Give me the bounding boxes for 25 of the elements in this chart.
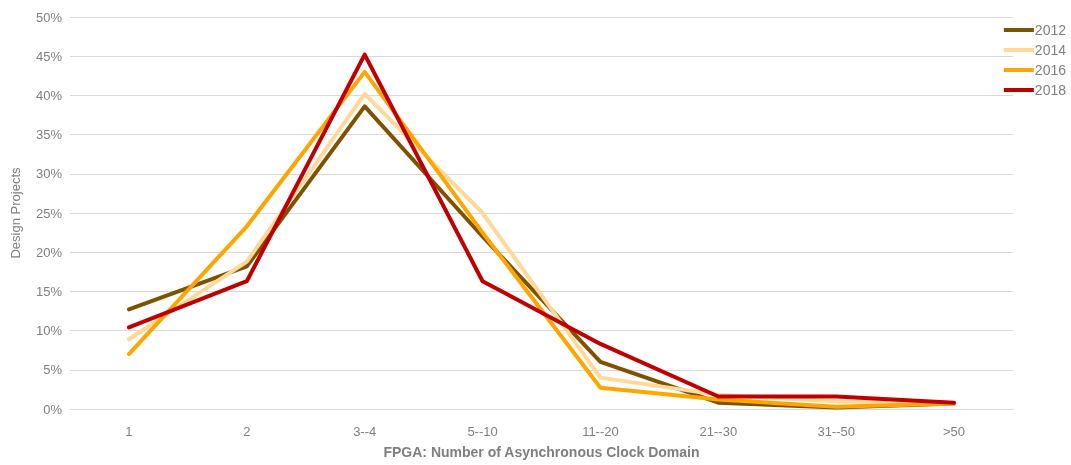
y-tick-label: 45%: [35, 48, 63, 64]
y-tick-label: 40%: [35, 87, 63, 103]
y-tick-label: 20%: [35, 244, 63, 260]
y-tick-label: 30%: [35, 166, 63, 182]
legend-label: 2012: [1034, 22, 1067, 38]
y-tick-label: 0%: [43, 401, 63, 417]
x-axis-title: FPGA: Number of Asynchronous Clock Domain: [383, 444, 700, 460]
y-tick-label: 10%: [35, 323, 63, 339]
legend-label: 2018: [1034, 82, 1067, 98]
y-tick-label: 25%: [35, 205, 63, 221]
x-tick-label: 31--50: [817, 424, 855, 439]
y-tick-label: 5%: [43, 362, 63, 378]
x-tick-label: 1: [125, 424, 133, 439]
x-tick-label: 5--10: [467, 424, 498, 439]
x-tick-label: 2: [243, 424, 251, 439]
y-tick-label: 50%: [35, 9, 63, 25]
y-axis-title: Design Projects: [8, 166, 23, 259]
y-tick-label: 15%: [35, 283, 63, 299]
x-tick-label: 21--30: [699, 424, 738, 439]
y-tick-label: 35%: [35, 127, 63, 143]
x-tick-label: 3--4: [353, 424, 377, 439]
x-tick-label: >50: [943, 424, 966, 439]
legend-label: 2014: [1034, 42, 1067, 58]
legend-label: 2016: [1034, 62, 1067, 78]
x-tick-label: 11--20: [582, 424, 619, 439]
